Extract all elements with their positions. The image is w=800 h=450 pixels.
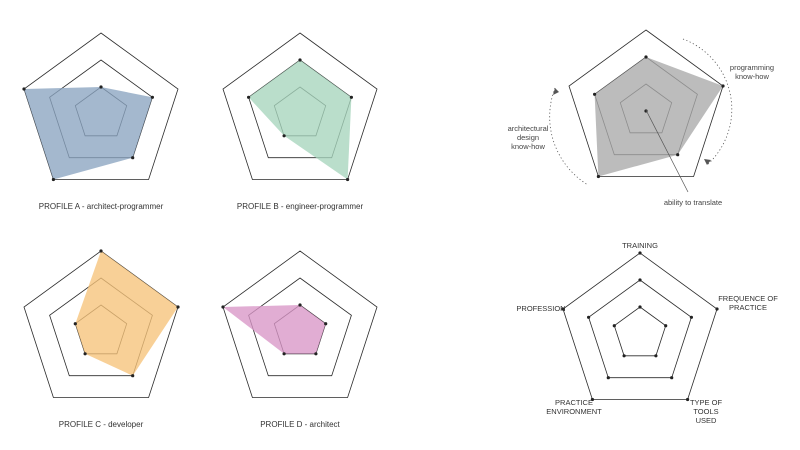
legend-ring-3 [562,252,718,400]
profile-d-points [221,303,328,356]
summary-point-training [644,55,648,59]
design-arc-arrowhead [553,88,559,95]
profile-a-point-training [99,85,103,89]
legend-vertex-3-frequence_of_practice [715,307,719,311]
profile-c-point-type_of_tools_used [131,374,135,378]
profile-d-point-profession [221,305,225,309]
profile-d-ring-3 [222,250,378,398]
legend-vertex-1-training [638,305,642,309]
axis-label-profession: PROFESSION [516,304,565,313]
profile-a-radar [22,32,179,182]
profile-b-point-type_of_tools_used [346,177,350,182]
legend-vertex-2-frequence_of_practice [689,315,694,319]
legend-ring-1 [613,306,667,357]
profile-c-point-practice_environment [83,352,87,356]
profile-a-point-profession [22,87,26,91]
design-arc [549,87,589,186]
legend-vertex-2-training [638,278,642,282]
profile-c-ring-3 [23,250,179,398]
axis-label-practice-environment: PRACTICE ENVIRONMENT [546,398,602,416]
legend-vertex-3-practice_environment [590,397,595,402]
profile-b-ring-3 [222,32,378,180]
legend-vertex-3-type_of_tools_used [686,397,690,402]
profile-b-point-profession [247,95,251,99]
profile-b-caption: PROFILE B - engineer-programmer [237,202,364,211]
summary-point-practice_environment [596,174,601,179]
axis-label-training: TRAINING [622,241,658,250]
legend-vertex-1-practice_environment [622,354,626,358]
legend-vertex-2-profession [587,315,591,319]
legend-vertex-1-profession [612,324,616,328]
profile-a-point-type_of_tools_used [131,156,135,160]
profile-b-area [248,60,352,180]
legend-vertex-1-frequence_of_practice [664,324,668,328]
legend-ring-2 [588,279,692,379]
profile-a-point-practice_environment [51,177,56,182]
profile-a-area [24,87,153,180]
summary-ring-3 [568,29,724,177]
summary-radar [568,29,725,179]
design-arc-path [549,87,589,186]
profile-d-radar [221,250,378,398]
profile-b-radar [222,32,378,182]
profile-b-point-frequence_of_practice [349,95,353,99]
programming-arc-arrowhead [704,159,711,165]
profile-b-point-practice_environment [282,134,286,138]
translate-leader-line [645,109,689,193]
profile-c-caption: PROFILE C - developer [59,420,144,429]
profile-d-point-training [298,303,302,307]
axis-label-type-of-tools-used: TYPE OF TOOLS USED [690,398,723,425]
legend-vertex-3-training [638,251,642,255]
profile-a-point-frequence_of_practice [150,95,154,99]
summary-area [594,57,723,177]
profile-c-area [75,251,178,376]
profile-a-points [22,85,154,182]
profile-a-caption: PROFILE A - architect-programmer [39,202,164,211]
profile-c-points [73,249,180,378]
legend-vertex-3-profession [561,307,565,311]
architectural-design-know-how-label: architectural design know-how [508,124,549,151]
profile-c-radar [23,249,180,398]
profile-d-point-type_of_tools_used [314,352,318,356]
axis-label-frequence-of-practice: FREQUENCE OF PRACTICE [718,294,778,312]
summary-point-profession [593,92,597,96]
profile-b-points [247,58,353,182]
profile-c-point-training [99,249,103,253]
summary-point-type_of_tools_used [676,153,680,157]
profile-d-point-practice_environment [282,352,286,356]
profile-b-point-training [298,58,302,62]
summary-point-frequence_of_practice [721,84,725,88]
legend-grid [562,252,718,400]
programming-know-how-label: programming know-how [730,63,774,81]
ability-to-translate-label: ability to translate [664,198,722,207]
profile-a-ring-3 [23,32,179,180]
legend-vertex-2-type_of_tools_used [670,376,674,380]
profile-c-point-profession [73,322,77,326]
profile-c-point-frequence_of_practice [176,305,180,309]
legend-radar [561,251,719,402]
legend-vertex-1-type_of_tools_used [654,354,658,358]
profile-d-caption: PROFILE D - architect [260,420,340,429]
legend-points [561,251,719,402]
profile-d-point-frequence_of_practice [324,322,328,326]
profile-d-area [223,305,326,354]
legend-vertex-2-practice_environment [606,376,610,380]
